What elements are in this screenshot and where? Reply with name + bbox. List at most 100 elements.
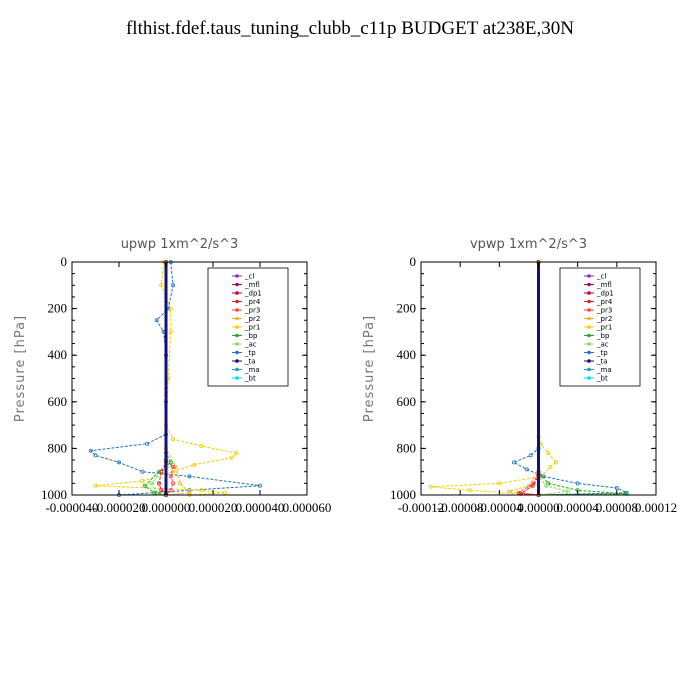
legend-marker xyxy=(235,316,239,321)
legend: _cl_mfl_dp1_pr4_pr3_pr2_pr1_bp_ac_tp_ta_… xyxy=(559,267,641,387)
legend-marker xyxy=(587,325,591,329)
series-line-tp xyxy=(89,261,261,496)
y-axis-label: Pressure [hPa] xyxy=(13,315,28,422)
data-point xyxy=(159,469,164,474)
data-point xyxy=(142,483,147,488)
data-point xyxy=(168,474,173,479)
x-tick-label: 0.000040 xyxy=(236,500,285,515)
y-tick-label: 600 xyxy=(48,394,68,409)
legend-marker xyxy=(587,291,591,295)
legend-marker xyxy=(587,367,591,372)
y-tick-label: 800 xyxy=(48,440,68,455)
legend-label: _cl xyxy=(596,273,606,281)
legend-marker xyxy=(587,333,591,338)
data-point xyxy=(117,460,122,465)
legend-label: _dp1 xyxy=(244,290,262,298)
data-point xyxy=(168,306,173,311)
series-line-ac xyxy=(538,262,569,496)
x-tick-label: 0.00000 xyxy=(517,500,559,515)
data-point xyxy=(428,484,433,489)
x-tick-label: -0.00012 xyxy=(398,500,445,515)
data-point xyxy=(614,485,619,490)
data-point xyxy=(548,464,553,469)
x-tick-label: -0.000020 xyxy=(92,500,145,515)
data-point xyxy=(554,460,559,465)
data-point xyxy=(178,481,183,486)
legend-label: _ma xyxy=(596,366,612,374)
legend-marker xyxy=(235,325,239,329)
data-point xyxy=(199,488,204,493)
data-point xyxy=(145,441,150,446)
data-point xyxy=(187,474,192,479)
y-axis-label: Pressure [hPa] xyxy=(362,315,377,422)
series-line-bp xyxy=(538,262,627,496)
chart-panel-2: vpwp 1xm^2/s^3 Pressure [hPa] 0 200 400 600 80… xyxy=(362,237,677,515)
data-point xyxy=(530,483,535,488)
data-point xyxy=(159,283,164,288)
legend-marker xyxy=(587,299,591,304)
legend-label: _dp1 xyxy=(596,290,614,298)
legend-marker xyxy=(587,282,591,287)
x-tick-label: 0.00008 xyxy=(596,500,638,515)
legend-marker xyxy=(587,316,591,321)
data-point xyxy=(507,489,512,494)
data-point xyxy=(467,488,472,493)
data-point xyxy=(546,451,551,456)
legend-marker xyxy=(587,308,591,312)
x-tick-label: -0.00008 xyxy=(437,500,484,515)
data-point xyxy=(192,462,197,467)
y-tick-label: 800 xyxy=(397,440,417,455)
data-point xyxy=(516,490,521,495)
legend-label: _tp xyxy=(244,349,256,357)
data-point xyxy=(173,464,178,469)
data-point xyxy=(168,488,173,493)
y-tick-label: 1000 xyxy=(390,487,416,502)
legend-label: _bt xyxy=(596,375,608,383)
legend-marker xyxy=(587,376,591,380)
legend-label: _pr4 xyxy=(244,298,261,306)
y-tick-label: 400 xyxy=(48,347,68,362)
legend-marker xyxy=(235,282,239,287)
panel-title: upwp 1xm^2/s^3 xyxy=(121,237,239,252)
legend-label: _pr1 xyxy=(244,324,260,332)
data-point xyxy=(512,460,517,465)
legend-label: _ac xyxy=(596,341,609,349)
data-point xyxy=(171,481,176,486)
data-point xyxy=(149,481,154,486)
y-tick-label: 1000 xyxy=(41,487,67,502)
legend-marker xyxy=(235,367,239,372)
x-tick-label: -0.00004 xyxy=(476,500,523,515)
legend-label: _tp xyxy=(596,349,608,357)
series-group xyxy=(88,259,262,497)
data-point xyxy=(565,489,570,494)
legend-label: _ta xyxy=(244,358,256,366)
data-point xyxy=(140,478,145,483)
legend-label: _mfl xyxy=(244,281,260,289)
data-point xyxy=(497,481,502,486)
data-point xyxy=(222,490,227,495)
data-point xyxy=(171,437,176,442)
panel-title: vpwp 1xm^2/s^3 xyxy=(470,237,587,252)
x-tick-label: 0.00004 xyxy=(557,500,600,515)
legend-box xyxy=(559,267,641,387)
data-point xyxy=(140,469,145,474)
series-line-tp xyxy=(512,262,627,496)
legend-label: _pr4 xyxy=(596,298,613,306)
legend-label: _cl xyxy=(244,273,254,281)
legend-marker xyxy=(235,291,239,295)
legend-label: _pr2 xyxy=(244,315,260,323)
x-tick-label: -0.000040 xyxy=(45,500,98,515)
data-point xyxy=(156,481,161,486)
legend-label: _ta xyxy=(596,358,608,366)
legend-label: _pr2 xyxy=(596,315,612,323)
legend-label: _bt xyxy=(244,375,256,383)
legend-marker xyxy=(235,308,239,312)
legend-marker xyxy=(235,274,239,278)
series-line-pr1 xyxy=(95,261,238,496)
x-tick-label: 0.000000 xyxy=(142,500,191,515)
y-tick-label: 200 xyxy=(397,301,417,316)
legend-label: _ac xyxy=(244,341,257,349)
legend-marker xyxy=(587,342,591,346)
legend-marker xyxy=(235,376,239,380)
